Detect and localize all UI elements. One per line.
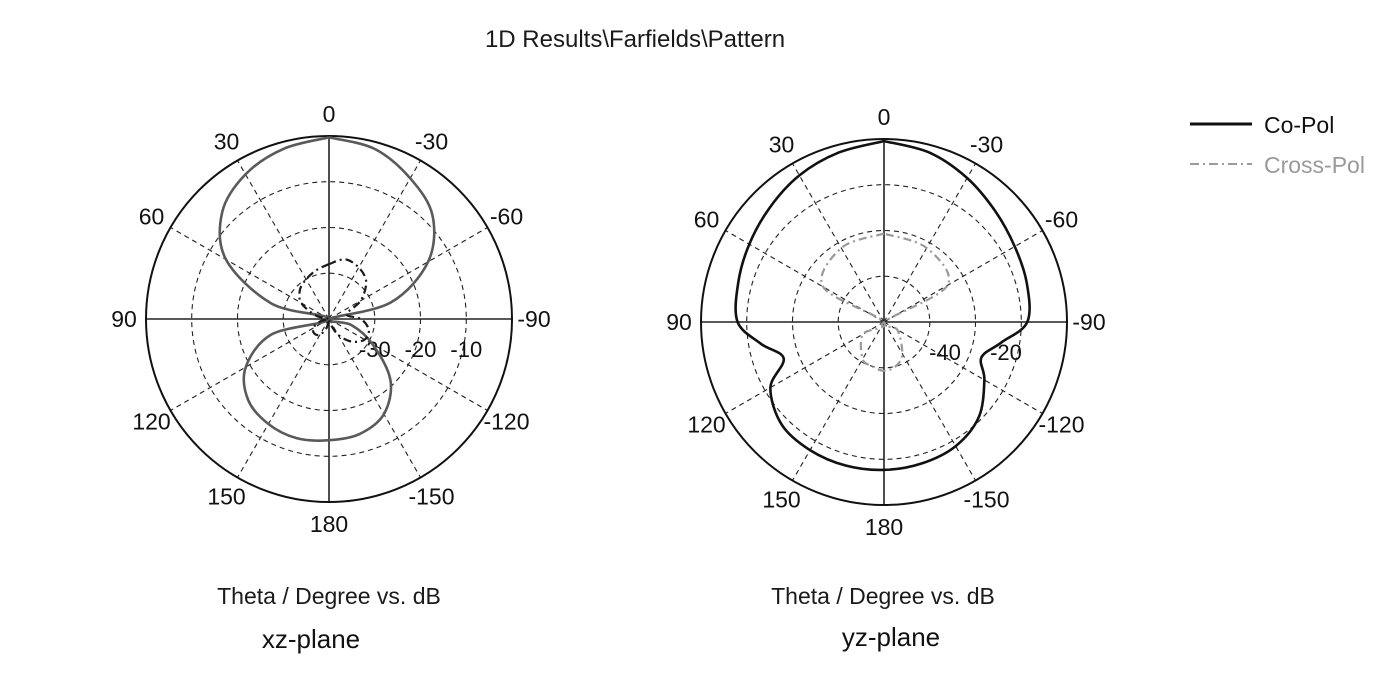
polar-chart-yz: 0 -30 -60 -90 -120 -150 180 150 120 90 60 30 -40 -20 bbox=[666, 104, 1105, 540]
chart-xz-series-co-pol bbox=[218, 136, 436, 442]
chart-xz-grid-ring-1 bbox=[282, 272, 376, 366]
chart-xz-angle-tick-label: -30 bbox=[415, 129, 448, 155]
chart-yz-angle-tick-label: -120 bbox=[1038, 412, 1084, 438]
chart-xz-grid-ring-2 bbox=[236, 226, 422, 412]
chart-yz-series-co-pol bbox=[734, 139, 1031, 472]
legend-label-cross-pol: Cross-Pol bbox=[1264, 152, 1365, 178]
legend-swatch-cross-pol bbox=[1190, 163, 1252, 165]
chart-xz-angle-tick-label: 90 bbox=[111, 306, 137, 332]
yz-plane-label: yz-plane bbox=[841, 622, 941, 652]
chart-xz-angle-tick-label: -90 bbox=[517, 306, 550, 332]
chart-yz-radial-tick-label: -20 bbox=[990, 340, 1022, 365]
yz-axis-label: Theta / Degree vs. dB bbox=[771, 583, 995, 609]
chart-yz-angle-tick-label: -90 bbox=[1072, 309, 1105, 335]
chart-xz-radial-tick-label: -20 bbox=[405, 337, 437, 362]
chart-yz-spoke-210 bbox=[883, 321, 976, 481]
chart-yz-angle-tick-label: -30 bbox=[970, 132, 1003, 158]
chart-yz-grid-ring-2 bbox=[791, 229, 977, 415]
legend-swatch-co-pol bbox=[1190, 122, 1252, 126]
chart-xz-angle-tick-label: 150 bbox=[207, 484, 245, 510]
chart-yz-series-cross-pol bbox=[820, 232, 951, 372]
xz-axis-label: Theta / Degree vs. dB bbox=[217, 583, 441, 609]
chart-yz-angle-tick-label: 30 bbox=[769, 132, 795, 158]
chart-yz-angle-tick-label: -150 bbox=[963, 487, 1009, 513]
chart-xz-angle-tick-label: -120 bbox=[483, 409, 529, 435]
legend-label-co-pol: Co-Pol bbox=[1264, 112, 1335, 138]
chart-yz-angle-tick-label: 0 bbox=[878, 104, 891, 130]
chart-yz-outer-ring bbox=[700, 138, 1068, 506]
chart-xz-grid-ring-3 bbox=[191, 181, 467, 457]
chart-xz-angle-tick-label: 30 bbox=[214, 129, 240, 155]
chart-yz-angle-tick-label: 150 bbox=[762, 487, 800, 513]
chart-yz-angle-tick-label: 180 bbox=[865, 514, 903, 540]
chart-xz-radial-tick-label: -10 bbox=[450, 337, 482, 362]
chart-yz-angle-tick-label: -60 bbox=[1045, 207, 1078, 233]
chart-xz-angle-tick-label: 120 bbox=[132, 409, 170, 435]
chart-xz-angle-tick-label: 60 bbox=[139, 204, 165, 230]
chart-yz-radial-tick-label: -40 bbox=[929, 340, 961, 365]
chart-yz-grid-ring-1 bbox=[837, 275, 931, 369]
chart-yz-angle-tick-label: 60 bbox=[694, 207, 720, 233]
chart-title: 1D Results\Farfields\Pattern bbox=[484, 26, 786, 53]
chart-xz-angle-tick-label: 180 bbox=[310, 511, 348, 537]
chart-xz-angle-tick-label: 0 bbox=[323, 101, 336, 127]
chart-xz-spoke-210 bbox=[328, 318, 421, 478]
chart-yz-spoke-120 bbox=[725, 321, 885, 414]
chart-xz-spoke-120 bbox=[170, 318, 330, 411]
chart-xz-angle-tick-label: -60 bbox=[490, 204, 523, 230]
chart-xz-outer-ring bbox=[145, 135, 513, 503]
chart-yz-angle-tick-label: 90 bbox=[666, 309, 692, 335]
chart-yz-grid-ring-3 bbox=[746, 184, 1022, 460]
chart-xz-angle-tick-label: -150 bbox=[408, 484, 454, 510]
chart-yz-angle-tick-label: 120 bbox=[687, 412, 725, 438]
xz-plane-label: xz-plane bbox=[261, 624, 361, 654]
